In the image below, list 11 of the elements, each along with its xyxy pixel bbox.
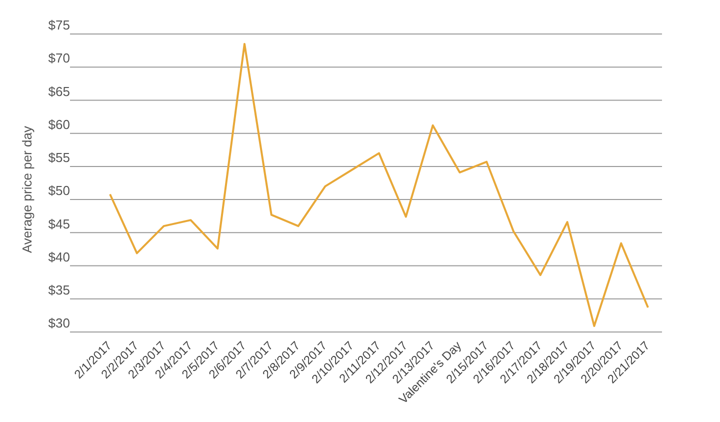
y-tick-label: $55 [48,150,70,166]
y-tick-label: $40 [48,249,70,264]
y-tick-label: $45 [48,216,70,232]
y-tick-label: $70 [48,50,70,66]
y-tick-label: $65 [48,84,70,99]
y-tick-label: $60 [48,116,70,132]
y-tick-label: $75 [48,18,70,33]
y-tick-label: $30 [48,316,70,331]
y-axis-title: Average price per day [20,126,35,253]
y-tick-label: $50 [48,183,70,198]
y-tick-label: $35 [48,282,70,298]
